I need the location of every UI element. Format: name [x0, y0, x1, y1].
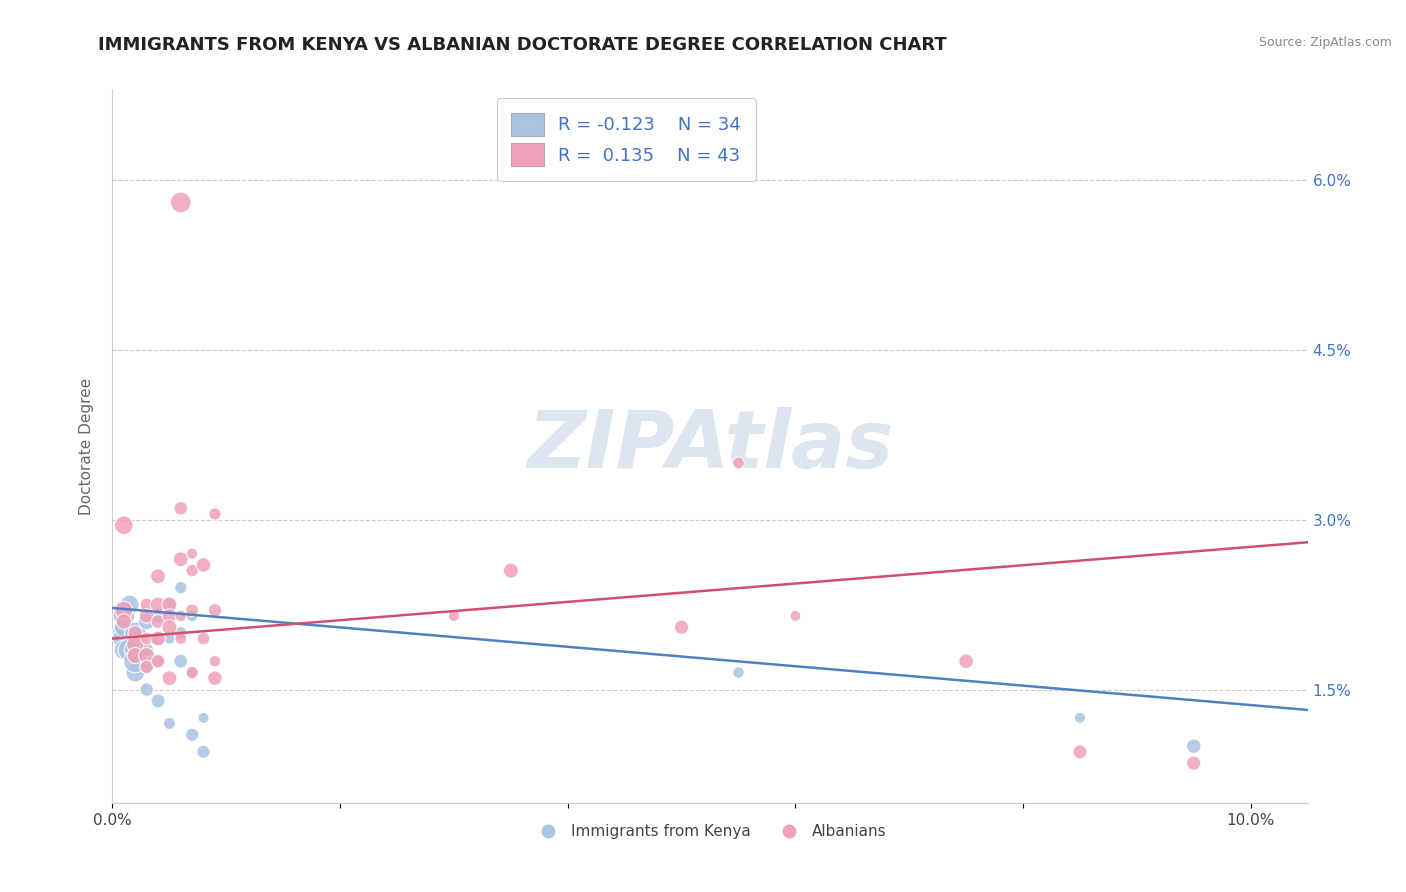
Point	[181, 564, 204, 578]
Point	[146, 569, 169, 583]
Point	[785, 608, 807, 623]
Point	[112, 632, 135, 646]
Point	[727, 456, 749, 470]
Point	[135, 608, 157, 623]
Point	[671, 620, 693, 634]
Point	[146, 694, 169, 708]
Point	[157, 598, 180, 612]
Text: IMMIGRANTS FROM KENYA VS ALBANIAN DOCTORATE DEGREE CORRELATION CHART: IMMIGRANTS FROM KENYA VS ALBANIAN DOCTOR…	[98, 36, 948, 54]
Point	[157, 671, 180, 685]
Point	[181, 665, 204, 680]
Point	[135, 682, 157, 697]
Point	[443, 608, 465, 623]
Point	[193, 711, 215, 725]
Point	[124, 626, 146, 640]
Point	[170, 632, 193, 646]
Point	[204, 654, 226, 668]
Point	[124, 648, 146, 663]
Point	[181, 728, 204, 742]
Point	[135, 660, 157, 674]
Point	[124, 643, 146, 657]
Point	[204, 507, 226, 521]
Point	[499, 564, 522, 578]
Point	[112, 626, 135, 640]
Point	[1182, 739, 1205, 754]
Point	[181, 608, 204, 623]
Point	[193, 558, 215, 572]
Point	[112, 615, 135, 629]
Point	[146, 598, 169, 612]
Point	[118, 643, 141, 657]
Point	[204, 603, 226, 617]
Point	[170, 626, 193, 640]
Point	[112, 608, 135, 623]
Point	[181, 665, 204, 680]
Point	[955, 654, 977, 668]
Text: Source: ZipAtlas.com: Source: ZipAtlas.com	[1258, 36, 1392, 49]
Point	[112, 518, 135, 533]
Point	[146, 654, 169, 668]
Point	[112, 643, 135, 657]
Point	[146, 654, 169, 668]
Point	[170, 195, 193, 210]
Point	[181, 603, 204, 617]
Point	[157, 716, 180, 731]
Point	[170, 654, 193, 668]
Point	[112, 603, 135, 617]
Point	[170, 608, 193, 623]
Point	[157, 632, 180, 646]
Point	[135, 648, 157, 663]
Point	[112, 603, 135, 617]
Text: ZIPAtlas: ZIPAtlas	[527, 407, 893, 485]
Point	[157, 620, 180, 634]
Y-axis label: Doctorate Degree: Doctorate Degree	[79, 377, 94, 515]
Point	[135, 615, 157, 629]
Point	[146, 632, 169, 646]
Point	[204, 671, 226, 685]
Point	[124, 637, 146, 651]
Point	[146, 632, 169, 646]
Point	[146, 615, 169, 629]
Point	[112, 620, 135, 634]
Legend: Immigrants from Kenya, Albanians: Immigrants from Kenya, Albanians	[527, 818, 893, 845]
Point	[118, 598, 141, 612]
Point	[135, 598, 157, 612]
Point	[135, 660, 157, 674]
Point	[124, 626, 146, 640]
Point	[727, 665, 749, 680]
Point	[146, 608, 169, 623]
Point	[157, 608, 180, 623]
Point	[157, 598, 180, 612]
Point	[181, 547, 204, 561]
Point	[1069, 745, 1091, 759]
Point	[170, 581, 193, 595]
Point	[170, 552, 193, 566]
Point	[1182, 756, 1205, 771]
Point	[135, 643, 157, 657]
Point	[193, 632, 215, 646]
Point	[193, 745, 215, 759]
Point	[135, 632, 157, 646]
Point	[124, 654, 146, 668]
Point	[124, 665, 146, 680]
Point	[170, 501, 193, 516]
Point	[1069, 711, 1091, 725]
